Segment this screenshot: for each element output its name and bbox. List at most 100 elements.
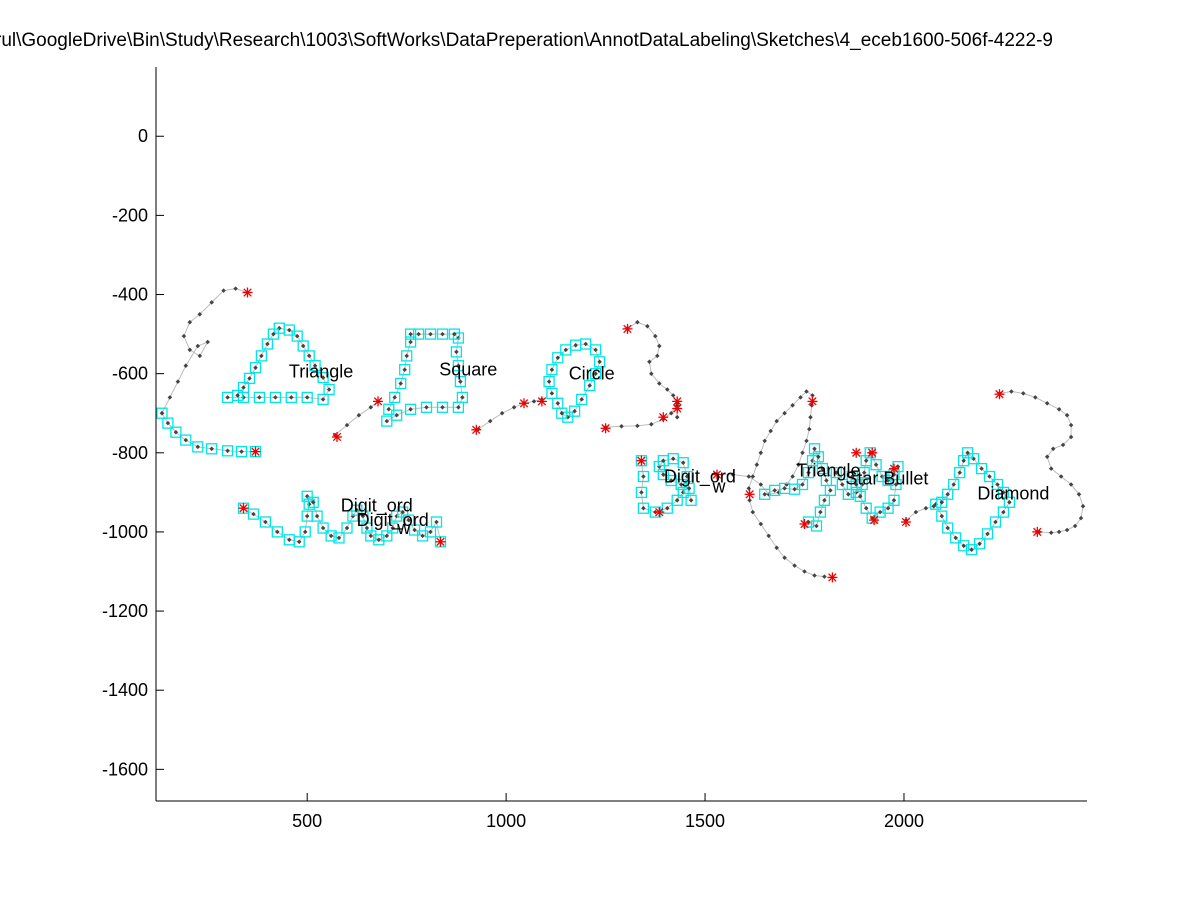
endpoint-star-marker [332, 432, 342, 442]
endpoint-star-marker [250, 446, 261, 457]
shape-label: w [396, 518, 411, 538]
segment-box-marker [677, 486, 689, 499]
stroke-point [730, 472, 736, 477]
stroke-point [762, 492, 767, 497]
stroke-point [987, 474, 992, 479]
segment-box-marker [816, 462, 829, 475]
endpoint-star-marker [827, 572, 838, 583]
stroke-point [555, 355, 561, 361]
segment-box-marker [997, 486, 1010, 499]
segment-box-marker [802, 466, 815, 479]
segment-box-marker [237, 381, 250, 394]
stroke-point [647, 359, 652, 365]
segment-box-marker [1003, 496, 1016, 508]
stroke-point [798, 395, 803, 400]
stroke-point [772, 488, 777, 493]
segment-box-marker [870, 459, 882, 471]
endpoint-star-marker [519, 398, 529, 409]
segment-box-marker [854, 490, 866, 502]
stroke-point [670, 456, 676, 461]
stroke-point [434, 519, 439, 525]
stroke-point [746, 474, 752, 479]
stroke-point [885, 505, 891, 511]
stroke-point [460, 395, 465, 400]
stroke-line [627, 321, 678, 418]
stroke-point [456, 405, 461, 410]
segment-box-marker [850, 486, 862, 499]
stroke-point [247, 376, 252, 381]
endpoint-star-marker [994, 389, 1005, 400]
stroke-point [195, 343, 201, 349]
segment-box-marker [975, 462, 988, 475]
stroke-point [657, 343, 662, 349]
stroke-point [1001, 509, 1006, 515]
stroke-point [639, 490, 644, 495]
segment-box-marker [243, 372, 256, 385]
segment-box-marker [824, 484, 837, 497]
segment-box-marker [416, 530, 429, 542]
stroke-point [820, 466, 825, 471]
stroke-point [923, 505, 929, 511]
segment-box-marker [261, 338, 274, 350]
segment-box-marker [890, 478, 902, 491]
stroke-point [368, 405, 374, 410]
stroke-point [187, 319, 193, 325]
stroke-point [641, 474, 646, 479]
segment-box-marker [404, 328, 417, 340]
stroke-point [747, 498, 752, 503]
plot-area: Triangle Square CircleDigit_ordDigit_ordwD… [156, 286, 1086, 583]
segment-box-marker [954, 466, 966, 479]
stroke-point [668, 410, 674, 416]
segment-box-marker [397, 506, 409, 518]
stroke-point [296, 539, 302, 545]
endpoint-star-marker [600, 423, 611, 434]
stroke-point [810, 393, 815, 398]
segment-box-marker [420, 401, 433, 413]
endpoint-star-marker [744, 489, 755, 500]
stroke-point [187, 347, 193, 353]
stroke-point [995, 482, 1000, 487]
segment-box-marker [351, 504, 363, 516]
stroke-point [573, 342, 578, 348]
stroke-point [412, 527, 417, 533]
stroke-point [645, 323, 650, 329]
stroke-point [263, 519, 268, 525]
stroke-point [818, 509, 823, 515]
stroke-point [828, 488, 833, 493]
segment-box-marker [665, 474, 677, 487]
stroke-point [812, 573, 817, 578]
stroke-point [796, 462, 801, 467]
stroke-point [328, 533, 334, 539]
endpoint-star-marker [869, 515, 880, 526]
stroke-point [686, 486, 692, 491]
stroke-point [394, 412, 399, 418]
stroke-point [619, 424, 624, 429]
shape-label: Circle [569, 364, 615, 384]
stroke-point [398, 381, 403, 386]
stroke-point [1064, 527, 1070, 533]
stroke-point [804, 438, 809, 444]
stroke-point [386, 406, 391, 412]
shape-label: Triangle [796, 461, 860, 481]
stroke-point [1068, 422, 1074, 428]
stroke-point [593, 347, 598, 353]
stroke-point [680, 460, 686, 465]
y-tick-label: -600 [112, 364, 148, 384]
stroke-point [1033, 395, 1038, 400]
stroke-line [243, 494, 441, 543]
x-tick-label: 1500 [685, 811, 725, 831]
stroke-point [310, 500, 316, 505]
stroke-point [181, 333, 187, 339]
endpoint-star-marker [799, 519, 810, 529]
stroke-point [1056, 407, 1062, 412]
stroke-point [320, 375, 326, 380]
shape-label: Star Bullet [845, 469, 928, 489]
stroke-point [241, 385, 246, 390]
stroke-point [546, 379, 552, 384]
segment-box-marker [303, 498, 315, 510]
stroke-point [850, 474, 855, 479]
stroke-point [440, 331, 445, 337]
stroke-point [913, 509, 919, 515]
stroke-point [209, 446, 214, 452]
